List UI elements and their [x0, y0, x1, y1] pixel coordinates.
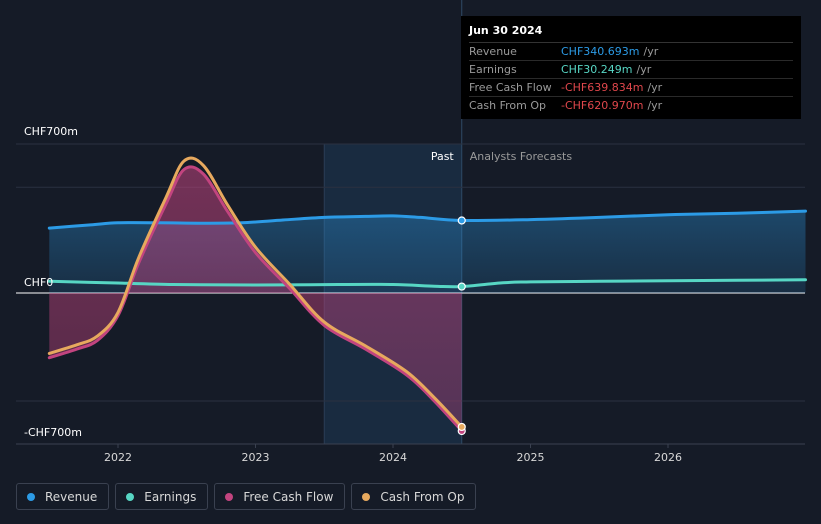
past-label: Past	[431, 150, 455, 163]
tooltip-label: Free Cash Flow	[469, 81, 552, 94]
tooltip-unit: /yr	[647, 99, 663, 112]
tooltip-unit: /yr	[643, 45, 659, 58]
cash-from-op-marker	[457, 422, 466, 432]
legend-dot-icon	[225, 492, 234, 501]
tooltip-label: Cash From Op	[469, 99, 547, 112]
tooltip-date: Jun 30 2024	[469, 24, 793, 43]
x-tick-label: 2024	[379, 451, 407, 464]
tooltip-value: -CHF620.970m	[561, 99, 644, 112]
earnings-marker	[457, 282, 466, 291]
legend-item-revenue[interactable]: Revenue	[16, 483, 110, 510]
tooltip-value: -CHF639.834m	[561, 81, 644, 94]
legend-item-earnings[interactable]: Earnings	[115, 483, 209, 510]
revenue-marker	[457, 216, 466, 225]
tooltip: Jun 30 2024 Revenue CHF340.693m /yr Earn…	[461, 16, 801, 119]
legend-dot-icon	[27, 492, 35, 501]
legend-label: Cash From Op	[380, 489, 465, 504]
legend-dot-icon	[362, 492, 371, 501]
tooltip-value: CHF340.693m	[561, 45, 640, 58]
legend-item-free-cash-flow[interactable]: Free Cash Flow	[214, 483, 346, 510]
x-tick-label: 2023	[242, 451, 270, 464]
x-tick-label: 2022	[104, 451, 132, 464]
tooltip-label: Earnings	[469, 63, 517, 76]
tooltip-row-revenue: Revenue CHF340.693m /yr	[469, 43, 793, 61]
legend-dot-icon	[126, 492, 135, 501]
tooltip-value: CHF30.249m	[561, 63, 633, 76]
tooltip-row-earnings: Earnings CHF30.249m /yr	[469, 61, 793, 79]
x-tick-label: 2025	[517, 451, 545, 464]
cash-from-op-line	[47, 156, 464, 429]
x-tick-label: 2026	[654, 451, 682, 464]
chart: CHF700m CHF0 -CHF700m 2022 2023 2024 2025 2026 P…	[16, 0, 807, 464]
y-tick-label: -CHF700m	[24, 426, 82, 439]
tooltip-unit: /yr	[647, 81, 663, 94]
y-tick-label: CHF700m	[24, 125, 78, 138]
earnings-line	[47, 278, 807, 289]
forecast-label: Analysts Forecasts	[470, 150, 573, 163]
legend-item-cash-from-op[interactable]: Cash From Op	[351, 483, 477, 510]
y-tick-label: CHF0	[24, 276, 53, 289]
revenue-line	[47, 209, 807, 230]
free-cash-flow-line	[47, 165, 464, 433]
tooltip-unit: /yr	[636, 63, 652, 76]
tooltip-row-free-cash-flow: Free Cash Flow -CHF639.834m /yr	[469, 79, 793, 97]
legend-label: Earnings	[144, 489, 197, 504]
legend-label: Free Cash Flow	[243, 489, 334, 504]
tooltip-label: Revenue	[469, 45, 517, 58]
legend-label: Revenue	[45, 489, 98, 504]
tooltip-row-cash-from-op: Cash From Op -CHF620.970m /yr	[469, 97, 793, 114]
legend: Revenue Earnings Free Cash Flow Cash Fro…	[16, 483, 477, 510]
